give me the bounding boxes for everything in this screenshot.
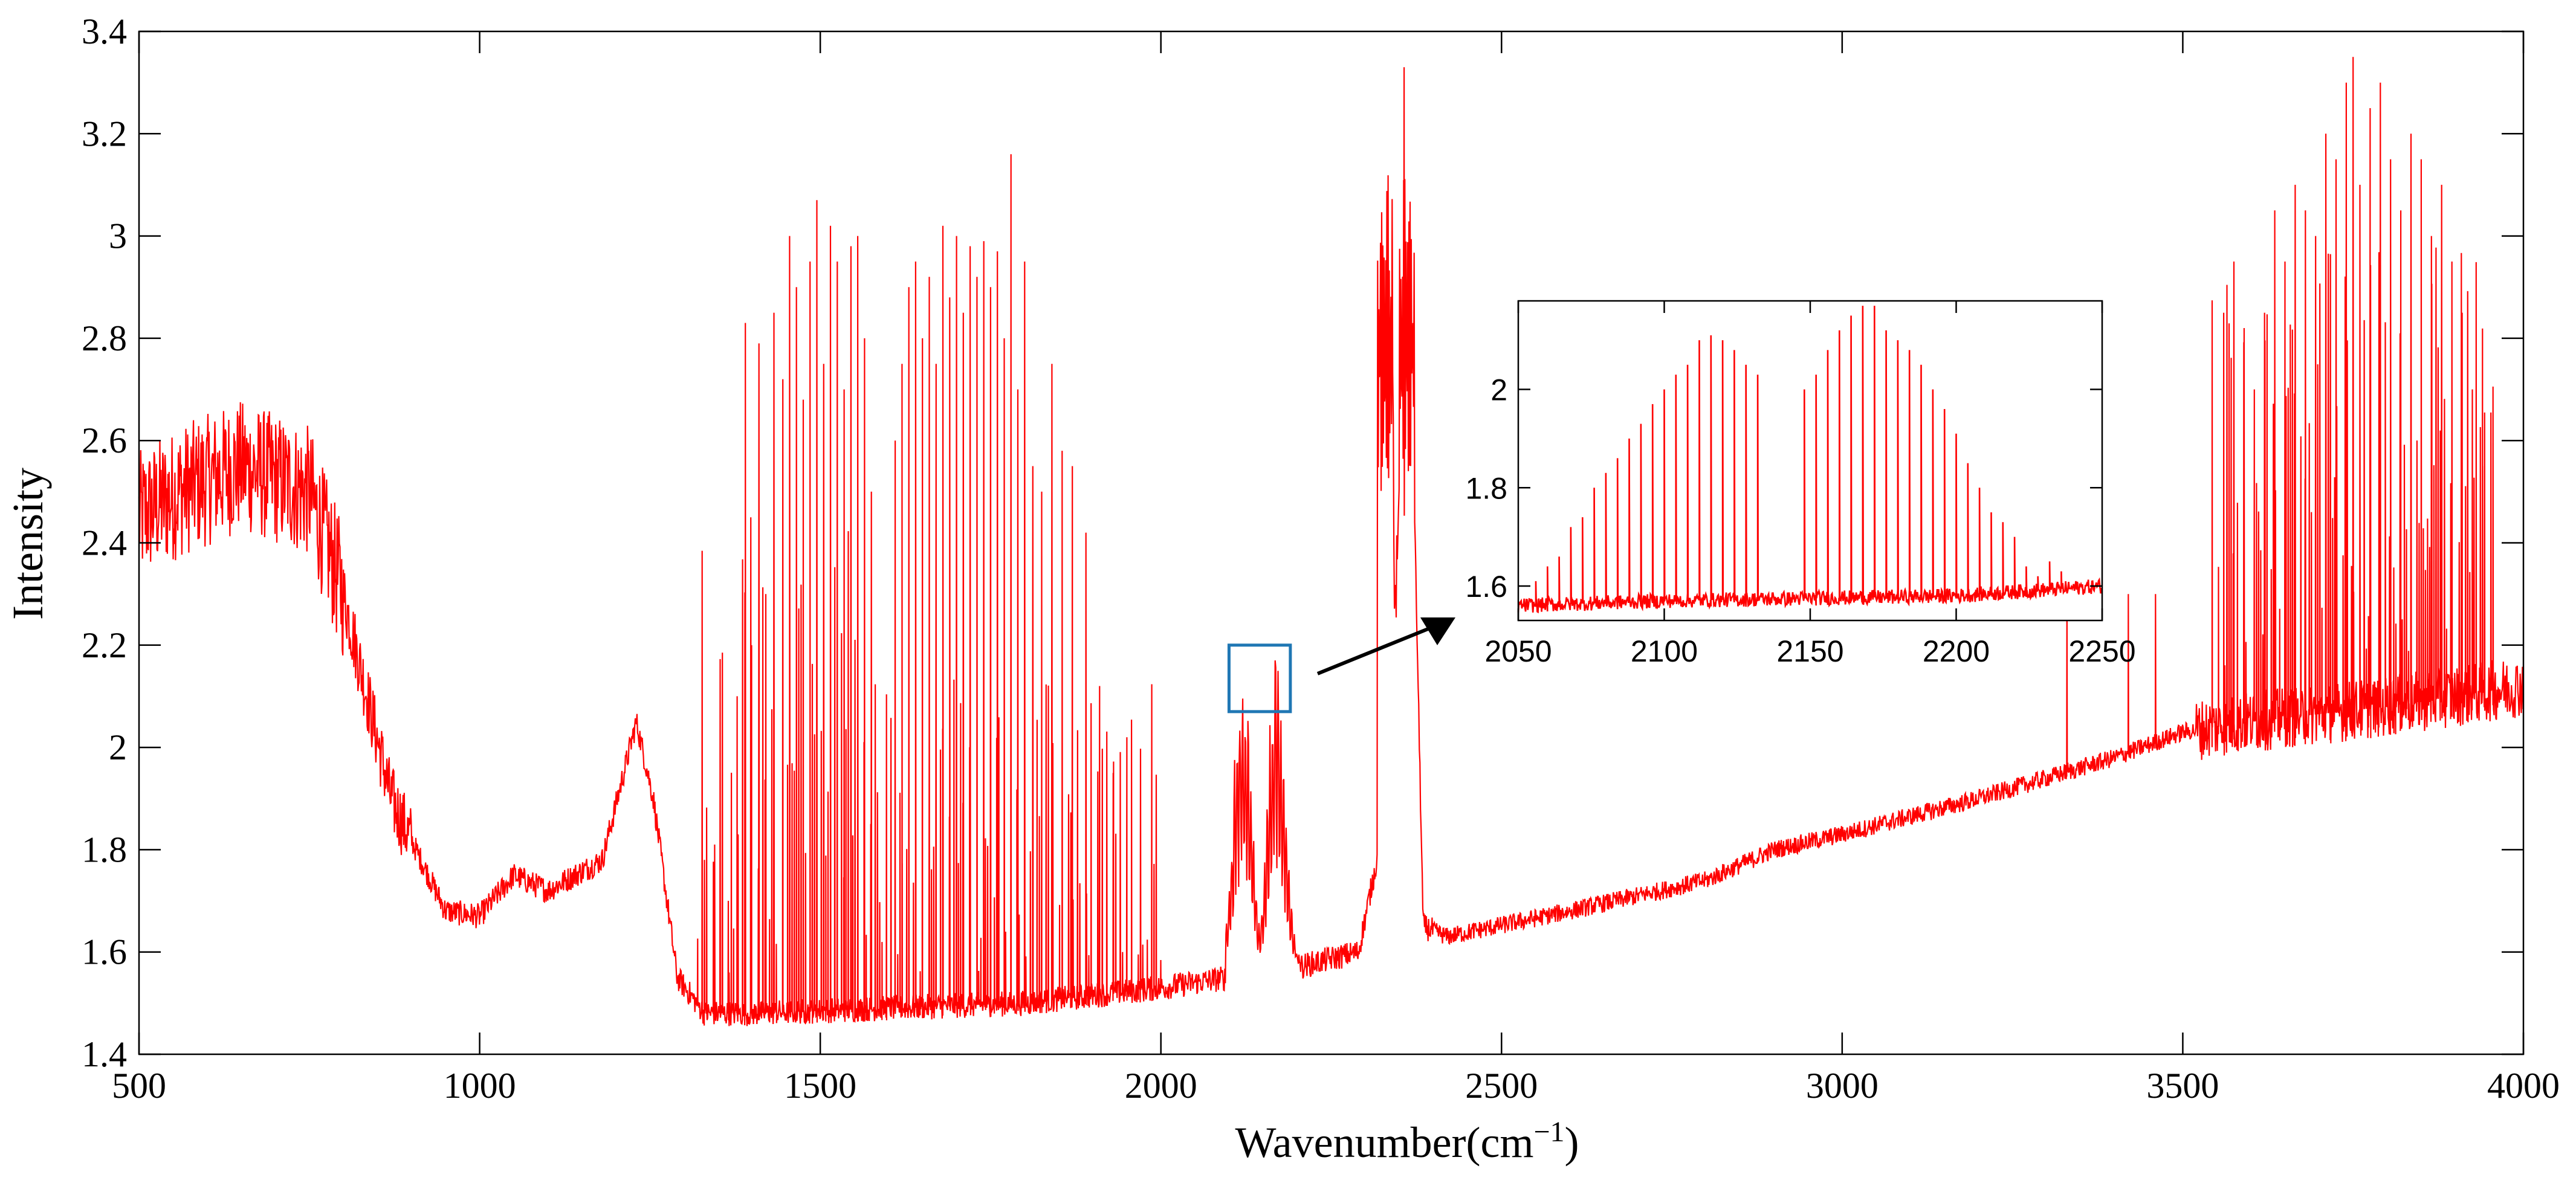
y-tick-label: 1.4 <box>82 1034 127 1074</box>
inset-y-tick-label: 2 <box>1490 373 1507 407</box>
x-axis-title: Wavenumber(cm−1) <box>1235 1116 1579 1167</box>
y-tick-label: 2 <box>109 727 127 767</box>
inset-x-tick-label: 2200 <box>1923 634 1990 668</box>
inset-x-tick-label: 2250 <box>2068 634 2135 668</box>
arrow-shaft <box>1316 625 1434 675</box>
y-tick-label: 2.6 <box>82 420 127 460</box>
x-tick-label: 3000 <box>1806 1066 1879 1106</box>
y-tick-label: 2.8 <box>82 318 127 358</box>
y-tick-label: 3.2 <box>82 114 127 153</box>
x-tick-label: 1000 <box>444 1066 516 1106</box>
x-tick-label: 2000 <box>1125 1066 1197 1106</box>
main-spectrum-trace-layer <box>138 57 2524 1026</box>
arrow-head <box>1420 617 1455 645</box>
zoom-box-layer <box>1227 643 1292 714</box>
x-tick-label: 4000 <box>2487 1066 2560 1106</box>
inset-x-tick-label: 2150 <box>1776 634 1843 668</box>
inset-x-tick-label: 2100 <box>1631 634 1698 668</box>
y-tick-label: 3.4 <box>82 11 127 51</box>
x-tick-label: 2500 <box>1465 1066 1538 1106</box>
x-axis-title-base: Wavenumber(cm <box>1235 1118 1533 1167</box>
inset-axes: 2050 2100 2150 2200 2250 1.6 1.8 2 <box>1465 300 2136 668</box>
y-tick-label: 1.6 <box>82 932 127 972</box>
inset-background <box>1518 301 2102 620</box>
inset-spectrum-line <box>1517 306 2103 614</box>
main-spectrum-line <box>138 57 2524 1026</box>
y-tick-label: 1.8 <box>82 830 127 869</box>
x-tick-label: 3500 <box>2146 1066 2219 1106</box>
x-axis-title-close: ) <box>1565 1118 1579 1167</box>
y-tick-label: 3 <box>109 216 127 256</box>
main-axes: 500 1000 1500 2000 2500 3000 3500 4000 1.4 1.6 1.8… <box>82 11 2560 1106</box>
inset-x-tick-label: 2050 <box>1484 634 1552 668</box>
x-axis-title-superscript: −1 <box>1533 1116 1564 1148</box>
x-tick-label: 500 <box>112 1066 166 1106</box>
zoom-arrow <box>1316 617 1455 675</box>
inset-y-tick-label: 1.6 <box>1465 570 1507 604</box>
y-tick-label: 2.2 <box>82 625 127 665</box>
y-axis-title: Intensity <box>4 468 52 620</box>
zoom-region-box <box>1227 643 1292 714</box>
inset-y-tick-label: 1.8 <box>1465 471 1507 505</box>
x-tick-label: 1500 <box>784 1066 856 1106</box>
y-tick-label: 2.4 <box>82 523 127 563</box>
